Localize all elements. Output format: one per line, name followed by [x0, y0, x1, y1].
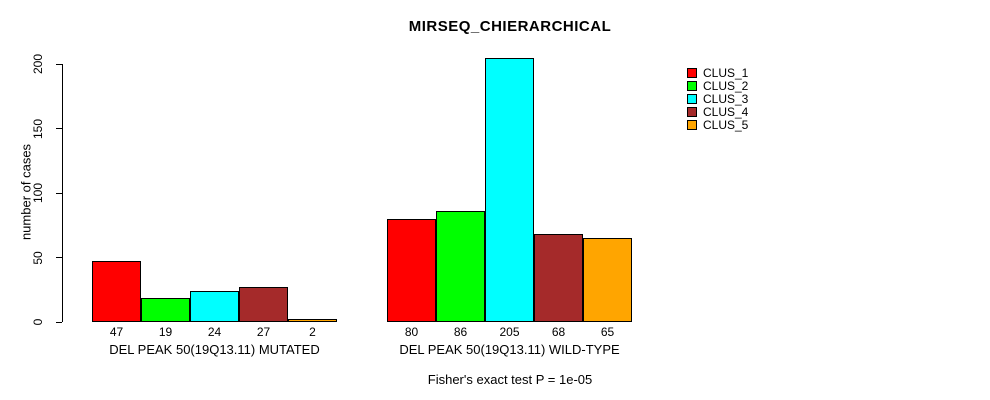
legend-item-clus_2: CLUS_2 [687, 78, 749, 93]
bar-clus_3-wild-type [485, 57, 534, 322]
bar-clus_4-wild-type [534, 234, 583, 322]
bar-clus_1-mutated [92, 261, 141, 322]
group-label-mutated: DEL PEAK 50(19Q13.11) MUTATED [109, 342, 320, 357]
y-tick-mark [56, 63, 62, 65]
bar-clus_1-wild-type [387, 218, 436, 322]
y-tick-label: 200 [31, 54, 45, 75]
bar-value-label: 205 [499, 325, 520, 339]
legend-label: CLUS_2 [703, 78, 749, 93]
legend-swatch-clus_4 [687, 107, 697, 118]
y-tick-label: 0 [31, 318, 45, 326]
bar-value-label: 65 [600, 325, 615, 339]
legend-item-clus_4: CLUS_4 [687, 104, 749, 119]
y-tick-mark [56, 257, 62, 259]
bar-clus_2-wild-type [436, 211, 485, 322]
y-tick-mark [56, 192, 62, 194]
chart-title: MIRSEQ_CHIERARCHICAL [408, 18, 612, 35]
legend-label: CLUS_3 [703, 91, 749, 106]
y-tick-label: 100 [31, 183, 45, 204]
legend-label: CLUS_1 [703, 65, 749, 80]
bar-value-label: 80 [404, 325, 419, 339]
legend-label: CLUS_5 [703, 117, 749, 132]
y-tick-mark [56, 128, 62, 130]
bar-clus_4-mutated [239, 287, 288, 322]
legend-swatch-clus_2 [687, 81, 697, 92]
y-axis-line [62, 64, 63, 322]
bar-value-label: 2 [309, 325, 316, 339]
bar-value-label: 19 [158, 325, 173, 339]
bar-value-label: 68 [551, 325, 566, 339]
legend-item-clus_1: CLUS_1 [687, 65, 749, 80]
bar-clus_3-mutated [190, 291, 239, 322]
legend-swatch-clus_3 [687, 94, 697, 105]
bar-value-label: 24 [207, 325, 222, 339]
legend-swatch-clus_5 [687, 120, 697, 131]
bar-clus_5-mutated [288, 319, 337, 322]
legend-swatch-clus_1 [687, 68, 697, 78]
y-tick-label: 150 [31, 118, 45, 139]
bar-value-label: 86 [453, 325, 468, 339]
bar-value-label: 27 [256, 325, 271, 339]
bar-clus_5-wild-type [583, 238, 632, 322]
y-tick-label: 50 [31, 250, 45, 265]
legend-label: CLUS_4 [703, 104, 749, 119]
bar-value-label: 47 [109, 325, 124, 339]
legend-item-clus_5: CLUS_5 [687, 117, 749, 132]
fisher-test-annotation: Fisher's exact test P = 1e-05 [427, 372, 593, 387]
legend-item-clus_3: CLUS_3 [687, 91, 749, 106]
bar-clus_2-mutated [141, 297, 190, 322]
y-tick-mark [56, 321, 62, 323]
group-label-wild-type: DEL PEAK 50(19Q13.11) WILD-TYPE [399, 342, 620, 357]
